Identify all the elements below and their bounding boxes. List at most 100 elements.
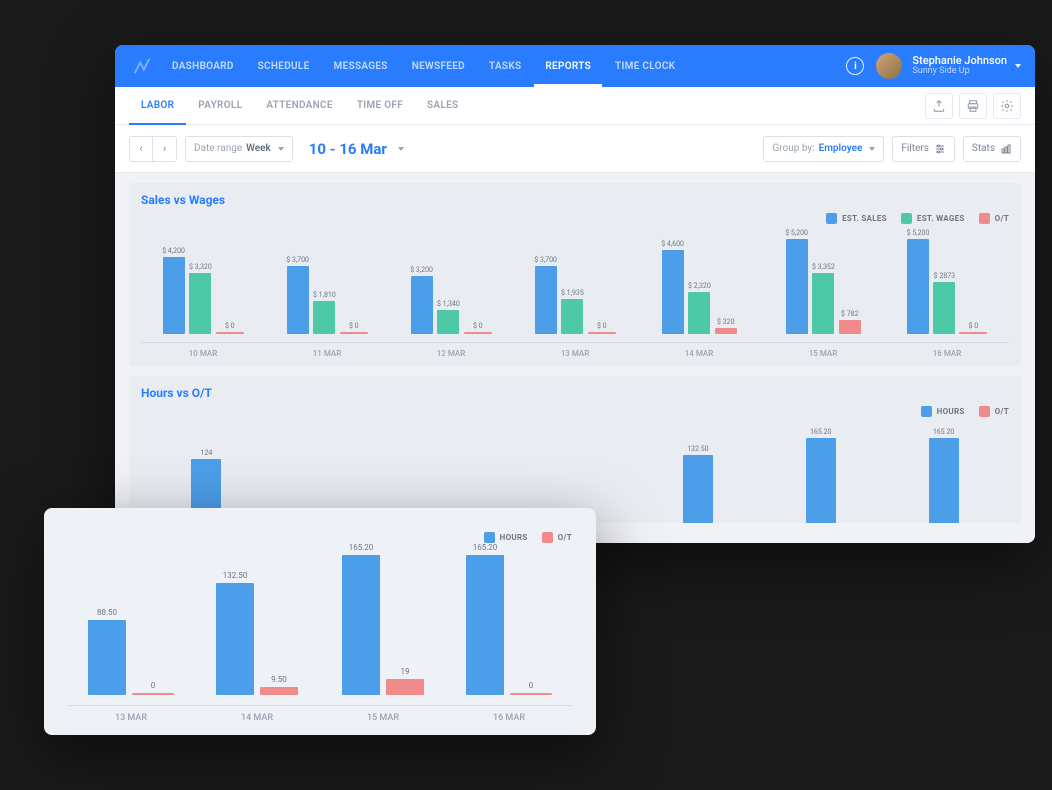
chart-day-label: 11 MAR xyxy=(265,342,389,358)
chart-day-label: 13 MAR xyxy=(513,342,637,358)
chevron-down-icon xyxy=(278,147,284,151)
chart-day-group: $ 3,700 $ 1,810 $ 0 11 MAR xyxy=(265,224,389,358)
legend-item: O/T xyxy=(979,406,1009,417)
chart-bar xyxy=(313,301,335,334)
tab-sales[interactable]: SALES xyxy=(415,87,470,125)
bar-value: 165.20 xyxy=(810,428,832,436)
panel-title: Hours vs O/T xyxy=(141,386,1009,400)
bar-value: $ 3,700 xyxy=(286,256,309,264)
chart-day-group: $ 4,200$ 3,320$ 010 MAR xyxy=(141,224,265,358)
tab-attendance[interactable]: ATTENDANCE xyxy=(254,87,345,125)
groupby-select[interactable]: Group by: Employee xyxy=(763,136,884,162)
bar-value: 132.50 xyxy=(223,571,248,580)
nav-tasks[interactable]: TASKS xyxy=(478,45,532,87)
chart-day-label: 15 MAR xyxy=(320,705,446,723)
chart-day-group: 88.50013 MAR xyxy=(68,545,194,723)
bar-value: $ 0 xyxy=(597,322,607,330)
chart-bar xyxy=(839,320,861,334)
bar-value: $ 0 xyxy=(969,322,979,330)
chart-bar xyxy=(806,438,836,523)
chart-bar xyxy=(662,250,684,334)
bar-value: 124 xyxy=(201,449,213,457)
chart-bar xyxy=(535,266,557,334)
bar-value: $ 0 xyxy=(225,322,235,330)
bar-value: $ 4,600 xyxy=(661,240,684,248)
chart-bar xyxy=(189,273,211,334)
info-icon[interactable]: i xyxy=(846,57,864,75)
stats-button[interactable]: Stats xyxy=(963,136,1021,162)
bar-value: $ 2873 xyxy=(934,272,955,280)
chart-day-group: 132.509.5014 MAR xyxy=(194,545,320,723)
hours-vs-ot-panel: Hours vs O/T HOURSO/T 124132.50165.20165… xyxy=(129,376,1021,523)
bar-value: 0 xyxy=(529,681,534,690)
bar-value: 88.50 xyxy=(97,608,117,617)
user-org: Sunny Side Up xyxy=(912,67,1007,77)
chart-bar xyxy=(287,266,309,334)
gear-icon[interactable] xyxy=(993,93,1021,119)
chevron-down-icon[interactable] xyxy=(398,147,404,151)
nav-dashboard[interactable]: DASHBOARD xyxy=(161,45,245,87)
chart-day-group: $ 4,600$ 2,320$ 32014 MAR xyxy=(637,224,761,358)
chart-day-label: 15 MAR xyxy=(761,342,885,358)
user-menu[interactable]: Stephanie Johnson Sunny Side Up xyxy=(912,55,1007,77)
groupby-value: Employee xyxy=(819,143,863,154)
chart-day-group: 165.20016 MAR xyxy=(446,545,572,723)
bar-value: 9.50 xyxy=(271,675,287,684)
bar-value: $ 1,810 xyxy=(313,291,336,299)
sales-wages-chart: $ 4,200$ 3,320$ 010 MAR$ 3,700$ 1,810$ 0… xyxy=(141,228,1009,358)
next-button[interactable]: › xyxy=(153,136,177,162)
nav-time-clock[interactable]: TIME CLOCK xyxy=(604,45,686,87)
chart-bar xyxy=(907,239,929,334)
chart-day-label: 13 MAR xyxy=(68,705,194,723)
bar-value: $ 1,340 xyxy=(437,300,460,308)
nav-reports[interactable]: REPORTS xyxy=(534,45,602,87)
chart-bar-zero xyxy=(464,332,492,334)
main-window: DASHBOARDSCHEDULEMESSAGESNEWSFEEDTASKSRE… xyxy=(115,45,1035,543)
overlay-chart: 88.50013 MAR132.509.5014 MAR165.201915 M… xyxy=(68,553,572,723)
top-nav: DASHBOARDSCHEDULEMESSAGESNEWSFEEDTASKSRE… xyxy=(115,45,1035,87)
avatar[interactable] xyxy=(876,53,902,79)
nav-messages[interactable]: MESSAGES xyxy=(323,45,399,87)
prev-button[interactable]: ‹ xyxy=(129,136,153,162)
chart-bar xyxy=(342,555,380,695)
chart-bar xyxy=(929,438,959,523)
tab-payroll[interactable]: PAYROLL xyxy=(186,87,254,125)
bar-value: 165.20 xyxy=(933,428,955,436)
print-icon[interactable] xyxy=(959,93,987,119)
sales-vs-wages-panel: Sales vs Wages EST. SALESEST. WAGESO/T $… xyxy=(129,183,1021,366)
bar-value: $ 0 xyxy=(473,322,483,330)
bar-value: $ 5,200 xyxy=(785,229,808,237)
nav-schedule[interactable]: SCHEDULE xyxy=(247,45,321,87)
chart-day-group: $ 3,200$ 1,340$ 012 MAR xyxy=(389,224,513,358)
overlay-window: HOURSO/T 88.50013 MAR132.509.5014 MAR165… xyxy=(44,508,596,735)
chart-day-group: $ 3,700$ 1,935$ 013 MAR xyxy=(513,224,637,358)
bar-value: 165.20 xyxy=(349,543,374,552)
chart-bar xyxy=(561,299,583,334)
chevron-down-icon[interactable] xyxy=(1015,64,1021,68)
bar-value: 19 xyxy=(401,667,410,676)
chart-day-group: $ 5,200$ 3,352$ 78215 MAR xyxy=(761,224,885,358)
filters-button[interactable]: Filters xyxy=(892,136,955,162)
chart-day-group: 165.20 xyxy=(759,428,882,523)
date-range-select[interactable]: Date range Week xyxy=(185,136,293,162)
chart-day-label: 16 MAR xyxy=(446,705,572,723)
legend-item: O/T xyxy=(542,532,572,543)
chart-bar xyxy=(411,276,433,334)
bar-value: $ 5,200 xyxy=(907,229,930,237)
chart-bar xyxy=(786,239,808,334)
export-icon[interactable] xyxy=(925,93,953,119)
tab-labor[interactable]: LABOR xyxy=(129,87,186,125)
bar-value: $ 0 xyxy=(349,322,359,330)
bar-value: $ 782 xyxy=(841,310,858,318)
chart-day-group: 132.50 xyxy=(636,445,759,523)
chart-legend: HOURSO/T xyxy=(68,532,572,543)
chart-bar-zero xyxy=(959,332,987,334)
tab-time-off[interactable]: TIME OFF xyxy=(345,87,415,125)
nav-newsfeed[interactable]: NEWSFEED xyxy=(401,45,476,87)
panel-title: Sales vs Wages xyxy=(141,193,1009,207)
chart-bar xyxy=(260,687,298,695)
chart-bar-zero xyxy=(510,693,552,695)
chart-bar xyxy=(688,292,710,334)
chart-bar xyxy=(216,583,254,695)
range-label: Date range xyxy=(194,143,242,154)
